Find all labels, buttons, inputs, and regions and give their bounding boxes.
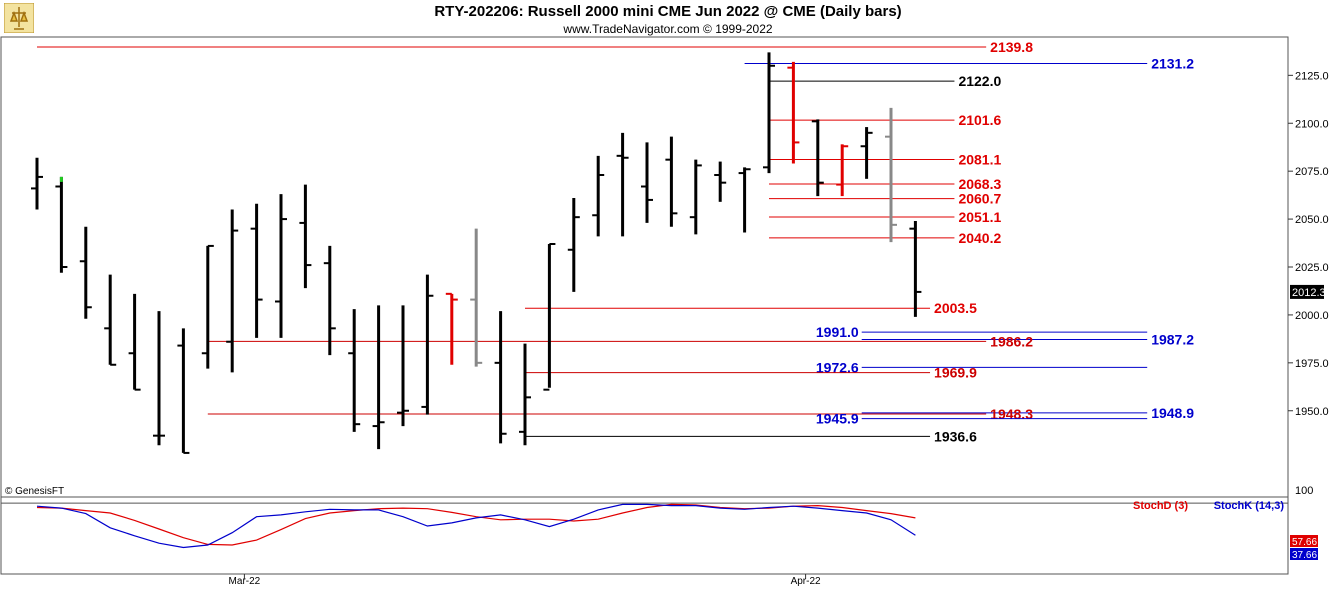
- level-label: 1987.2: [1151, 331, 1194, 347]
- levels-layer: 2139.8 2131.2 2122.0 2101.6 2081.1 2068.32060…: [37, 39, 1194, 444]
- level-label: 1986.2: [990, 333, 1033, 349]
- ohlc-bar: [31, 157, 43, 210]
- level-label: 2101.6: [958, 112, 1001, 128]
- price-tick-label: 1975.0: [1295, 358, 1329, 370]
- price-tick-label: 2000.0: [1295, 310, 1329, 322]
- ohlc-bar: [811, 119, 824, 197]
- ohlc-bar: [885, 107, 897, 243]
- level-label: 1991.0: [816, 324, 859, 340]
- last-price-box: [1290, 284, 1324, 299]
- ohlc-bar: [275, 194, 287, 338]
- chart-header: RTY-202206: Russell 2000 mini CME Jun 20…: [0, 0, 1336, 37]
- ohlc-bar: [201, 244, 214, 369]
- level-label: 1969.9: [934, 365, 977, 381]
- level-label: 2003.5: [934, 300, 977, 316]
- price-tick-label: 2050.0: [1295, 214, 1329, 226]
- level-label: 2060.7: [958, 191, 1001, 207]
- ohlc-bar: [299, 184, 312, 289]
- ohlc-bar: [689, 159, 702, 235]
- price-tick-label: 1950.0: [1295, 406, 1329, 418]
- price-axis: 1950.0 1975.0 2000.0 2025.0 2050.0 2075.0 2100…: [1288, 70, 1329, 418]
- ohlc-bar: [226, 209, 239, 373]
- level-label: 2122.0: [958, 73, 1001, 89]
- ohlc-bar: [104, 274, 117, 366]
- watermark: © GenesisFT: [5, 486, 64, 497]
- ohlc-bar: [787, 61, 800, 164]
- ohlc-bar: [372, 305, 385, 450]
- ohlc-bar: [397, 305, 409, 427]
- last-price-label: 2012.3: [1292, 287, 1326, 299]
- legend-stochk: StochK (14,3): [1214, 500, 1285, 512]
- level-label: 2131.2: [1151, 55, 1194, 71]
- ohlc-bar: [836, 144, 849, 197]
- stochk-last-label: 37.66: [1292, 550, 1317, 561]
- ohlc-bar: [592, 155, 605, 237]
- ohlc-bar: [665, 136, 678, 227]
- stochd-last-label: 57.66: [1292, 537, 1317, 548]
- time-tick-label: Mar-22: [229, 576, 261, 587]
- stochastic-panel: 100 StochK (14,3) StochD (3) 57.66 37.66: [1, 485, 1318, 561]
- ohlc-bar: [348, 309, 361, 432]
- ohlc-bar: [909, 221, 922, 317]
- price-tick-label: 2025.0: [1295, 262, 1329, 274]
- ohlc-bar: [543, 243, 556, 391]
- chart-subtitle: www.TradeNavigator.com © 1999-2022: [563, 22, 773, 36]
- level-label: 1945.9: [816, 411, 859, 427]
- ohlc-bar: [860, 127, 873, 179]
- price-tick-label: 2075.0: [1295, 166, 1329, 178]
- ohlc-bar: [470, 228, 483, 367]
- stochk-last-box: [1290, 548, 1318, 560]
- ohlc-bar: [250, 203, 263, 338]
- level-label: 2040.2: [958, 230, 1001, 246]
- level-label: 2139.8: [990, 39, 1033, 55]
- ohlc-bar: [79, 226, 92, 319]
- stoch-series-line: [36, 503, 916, 546]
- price-tick-label: 2125.0: [1295, 70, 1329, 82]
- ohlc-bar: [445, 292, 458, 365]
- ohlc-bar: [641, 142, 653, 223]
- stoch-tick-label: 100: [1295, 485, 1313, 497]
- ohlc-bar: [177, 328, 190, 454]
- ohlc-bar: [763, 52, 775, 174]
- time-axis: Mar-22 Apr-22: [229, 574, 821, 587]
- ohlc-bar: [128, 293, 141, 391]
- ohlc-bar: [714, 161, 727, 202]
- chart-title: RTY-202206: Russell 2000 mini CME Jun 20…: [434, 3, 902, 20]
- stoch-series-line: [36, 503, 916, 549]
- level-label: 1948.3: [990, 406, 1033, 422]
- ohlc-bar: [616, 132, 629, 237]
- ohlc-bar: [55, 176, 68, 273]
- level-label: 2068.3: [958, 176, 1001, 192]
- level-label: 1948.9: [1151, 405, 1194, 421]
- price-panel-frame: [0, 36, 1289, 498]
- ohlc-bar: [153, 311, 165, 446]
- genesis-logo-icon: [4, 3, 34, 33]
- price-tick-label: 2100.0: [1295, 118, 1329, 130]
- level-label: 2081.1: [958, 151, 1001, 167]
- legend-stochd: StochD (3): [1133, 500, 1188, 512]
- time-tick-label: Apr-22: [791, 576, 821, 587]
- level-label: 1972.6: [816, 359, 859, 375]
- level-label: 2051.1: [958, 209, 1001, 225]
- ohlc-bar: [421, 274, 434, 415]
- ohlc-bar: [738, 167, 751, 233]
- ohlc-bar: [567, 198, 580, 292]
- ohlc-bar: [519, 343, 531, 446]
- price-bars: [31, 52, 922, 454]
- stochd-last-box: [1290, 535, 1318, 547]
- ohlc-bar: [323, 245, 336, 356]
- level-label: 1936.6: [934, 428, 977, 444]
- ohlc-bar: [494, 311, 507, 444]
